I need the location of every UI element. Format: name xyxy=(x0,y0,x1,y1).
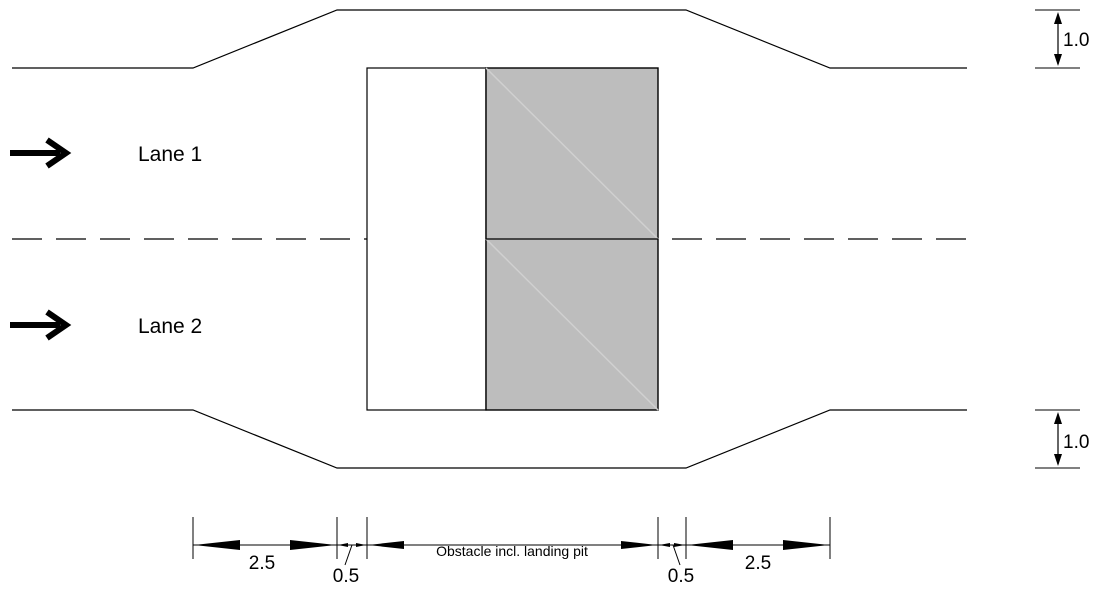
top-offset-value: 1.0 xyxy=(1063,30,1089,51)
arrow-right-icon xyxy=(10,312,66,338)
track-bottom-edge xyxy=(12,410,967,468)
right-taper-length: 2.5 xyxy=(745,553,771,574)
obstacle-length-label: Obstacle incl. landing pit xyxy=(436,543,588,559)
lane-2-label: Lane 2 xyxy=(138,315,202,338)
left-taper-length: 2.5 xyxy=(249,553,275,574)
approach-zone xyxy=(367,68,486,410)
lane-1-label: Lane 1 xyxy=(138,143,202,166)
double-arrow-icon xyxy=(1054,412,1062,466)
bottom-offset-value: 1.0 xyxy=(1063,432,1089,453)
track-top-edge xyxy=(12,10,967,68)
double-arrow-icon xyxy=(1054,12,1062,66)
left-gap-length: 0.5 xyxy=(333,566,359,585)
arrow-right-icon xyxy=(10,140,66,166)
right-gap-length: 0.5 xyxy=(668,566,694,585)
